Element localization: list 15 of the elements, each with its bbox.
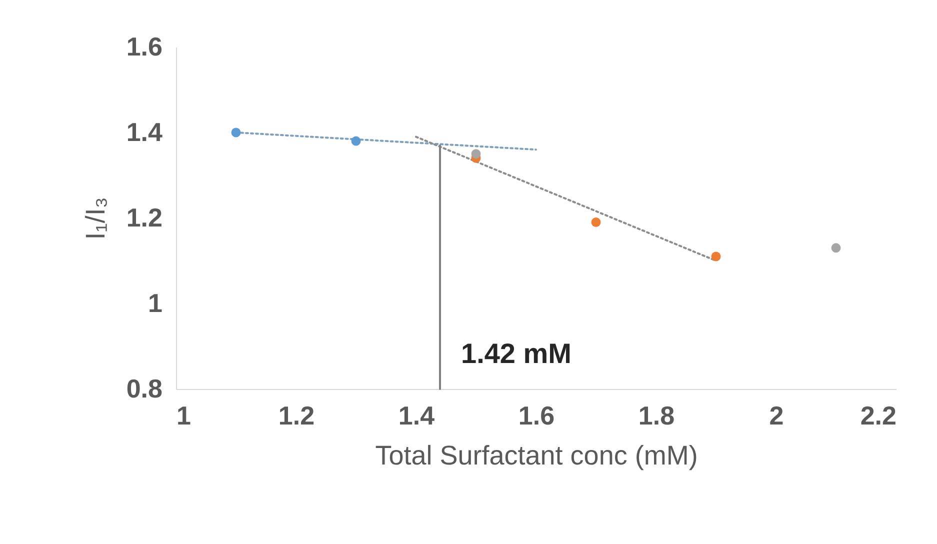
y-tick-label: 0.8 [126, 374, 162, 404]
annotation: 1.42 mM [461, 338, 572, 369]
x-tick-label: 2.2 [860, 400, 896, 430]
x-tick-label: 1 [176, 400, 191, 430]
y-tick-label: 1 [148, 288, 162, 318]
x-tick-label: 1.6 [518, 400, 555, 430]
x-tick-label: 1.8 [638, 400, 675, 430]
x-axis-title: Total Surfactant conc (mM) [375, 440, 698, 470]
x-tick-label: 1.4 [398, 400, 436, 430]
x-tick-label: 2 [769, 400, 784, 430]
x-tick-label: 1.2 [278, 400, 315, 430]
y-tick-label: 1.2 [126, 202, 162, 232]
y-tick-label: 1.4 [126, 117, 164, 147]
y-axis-title: I₁/I₃ [80, 197, 110, 240]
y-tick-label: 1.6 [126, 32, 162, 62]
